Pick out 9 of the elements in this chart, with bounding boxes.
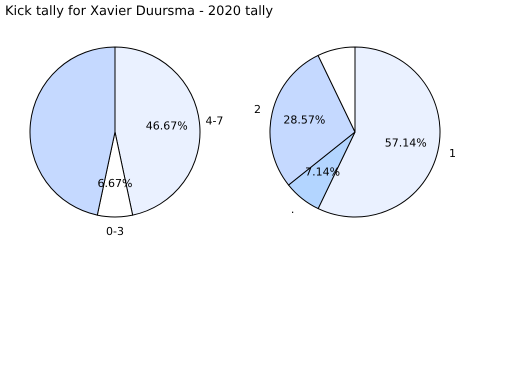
slice-label: 1 <box>448 147 456 160</box>
data-label: 57.14% <box>384 136 427 150</box>
slice-label: 0-3 <box>106 225 124 238</box>
data-label: 46.67% <box>146 120 188 133</box>
chart-title: Kick tally for Xavier Duursma - 2020 tally <box>5 4 274 19</box>
slice-label: . <box>290 203 294 216</box>
slice-label: 4-7 <box>205 114 224 128</box>
slice-label: 2 <box>254 102 261 116</box>
data-label: 28.57% <box>283 113 326 126</box>
